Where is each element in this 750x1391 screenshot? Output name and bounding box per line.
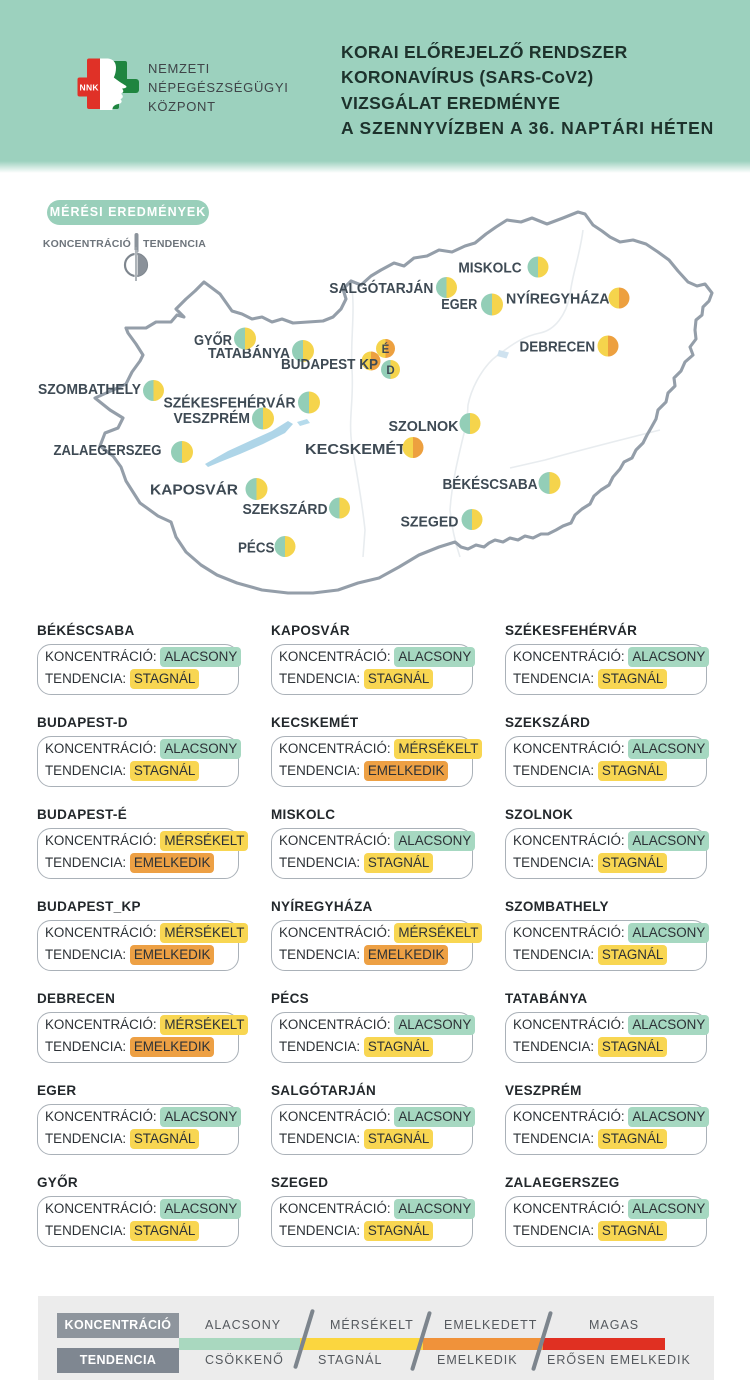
svg-text:NYÍREGYHÁZA: NYÍREGYHÁZA bbox=[506, 291, 610, 308]
svg-text:SZOMBATHELY: SZOMBATHELY bbox=[38, 382, 141, 398]
svg-text:SZÉKESFEHÉRVÁR: SZÉKESFEHÉRVÁR bbox=[164, 395, 297, 412]
svg-text:TATABÁNYA: TATABÁNYA bbox=[208, 345, 291, 362]
svg-text:É: É bbox=[382, 343, 390, 356]
svg-text:SZOLNOK: SZOLNOK bbox=[389, 419, 460, 435]
svg-text:BUDAPEST KP: BUDAPEST KP bbox=[281, 357, 378, 373]
svg-text:GYŐR: GYŐR bbox=[194, 331, 232, 349]
svg-text:NNK: NNK bbox=[80, 83, 100, 93]
svg-text:KECSKEMÉT: KECSKEMÉT bbox=[305, 441, 406, 458]
svg-text:DEBRECEN: DEBRECEN bbox=[520, 340, 596, 356]
svg-text:SZEGED: SZEGED bbox=[401, 515, 459, 531]
svg-text:ZALAEGERSZEG: ZALAEGERSZEG bbox=[54, 443, 162, 459]
svg-text:MISKOLC: MISKOLC bbox=[458, 261, 522, 277]
svg-text:PÉCS: PÉCS bbox=[238, 540, 275, 557]
svg-text:TENDENCIA: TENDENCIA bbox=[143, 238, 206, 250]
svg-text:EGER: EGER bbox=[441, 297, 477, 313]
svg-text:VESZPRÉM: VESZPRÉM bbox=[174, 410, 251, 427]
svg-text:SALGÓTARJÁN: SALGÓTARJÁN bbox=[329, 279, 433, 297]
svg-text:BÉKÉSCSABA: BÉKÉSCSABA bbox=[443, 476, 538, 493]
svg-text:KONCENTRÁCIÓ: KONCENTRÁCIÓ bbox=[43, 237, 131, 250]
svg-text:KAPOSVÁR: KAPOSVÁR bbox=[150, 482, 239, 499]
svg-text:D: D bbox=[386, 365, 394, 377]
svg-text:SZEKSZÁRD: SZEKSZÁRD bbox=[243, 501, 328, 518]
